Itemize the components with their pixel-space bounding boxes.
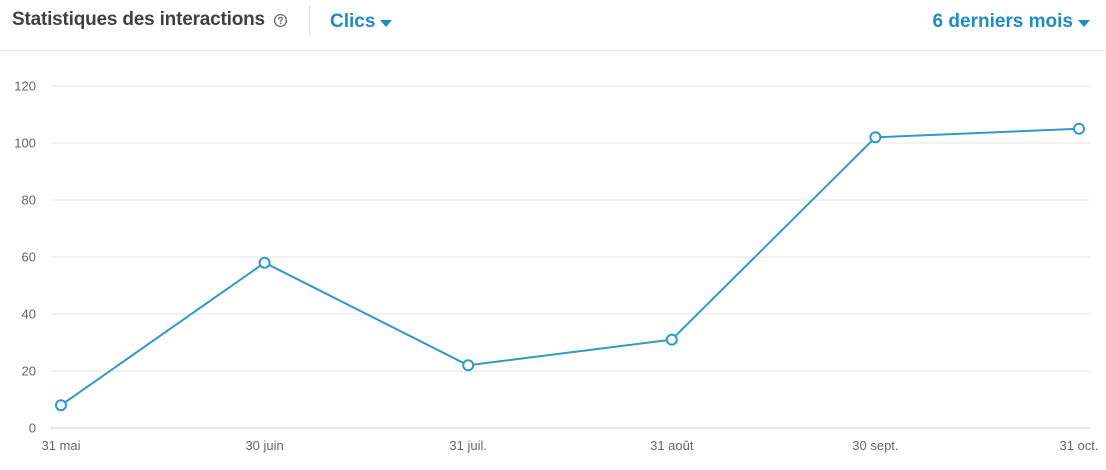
data-point[interactable]: [55, 399, 67, 412]
y-axis-ticks: 0 20 40 60 80 100 120: [14, 79, 36, 436]
metric-dropdown-label: Clics: [330, 11, 376, 32]
y-tick-label: 80: [22, 193, 36, 208]
x-tick-label: 31 oct.: [1059, 438, 1098, 453]
data-point[interactable]: [1073, 122, 1085, 135]
x-tick-label: 30 juin: [245, 438, 283, 453]
y-tick-label: 40: [22, 307, 36, 322]
period-dropdown-label: 6 derniers mois: [932, 11, 1073, 32]
x-axis-ticks: 31 mai 30 juin 31 juil. 31 août 30 sept. 31 o…: [41, 438, 1098, 453]
period-dropdown[interactable]: 6 derniers mois: [933, 9, 1090, 35]
y-tick-label: 120: [14, 79, 36, 94]
data-point[interactable]: [258, 256, 271, 269]
data-point[interactable]: [869, 131, 882, 144]
chart-title: Statistiques des interactions: [12, 9, 265, 30]
grid-lines: [51, 85, 1090, 429]
caret-down-icon: [380, 19, 393, 27]
data-point[interactable]: [665, 333, 678, 346]
series-layer: [55, 122, 1085, 412]
y-tick-label: 100: [14, 136, 36, 151]
y-tick-label: 0: [29, 421, 36, 436]
caret-down-icon: [1078, 19, 1090, 27]
header-divider: [309, 6, 310, 36]
x-tick-label: 31 août: [650, 438, 694, 453]
chart-header: Statistiques des interactions Clics 6 de…: [0, 0, 1106, 51]
data-point[interactable]: [462, 359, 475, 372]
help-icon[interactable]: [273, 13, 288, 28]
y-tick-label: 60: [22, 250, 36, 265]
x-tick-label: 30 sept.: [852, 438, 898, 453]
x-tick-label: 31 mai: [41, 438, 80, 453]
y-tick-label: 20: [22, 364, 36, 379]
metric-dropdown[interactable]: Clics: [330, 9, 393, 35]
series-line: [60, 127, 1080, 407]
x-tick-label: 31 juil.: [449, 438, 487, 453]
